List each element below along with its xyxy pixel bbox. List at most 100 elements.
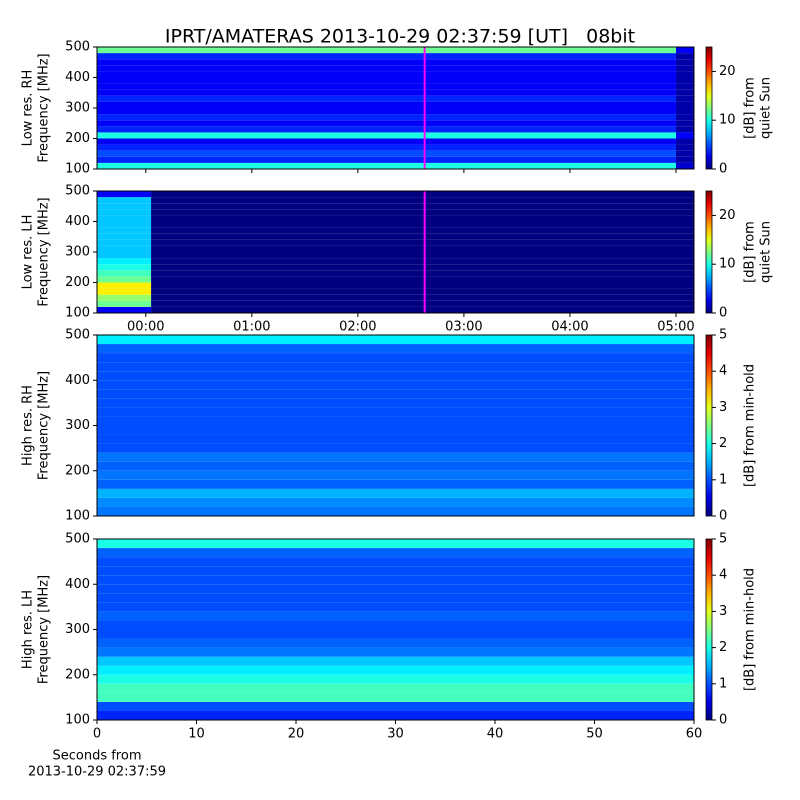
heatmap-cell [97, 197, 152, 204]
heatmap-cell [97, 245, 152, 252]
colorbar-label: [dB] from [743, 77, 758, 139]
y-tick-label: 200 [65, 667, 90, 682]
heatmap-cell [97, 584, 694, 594]
heatmap-cell [675, 132, 694, 139]
colorbar-tick-label: 3 [719, 400, 727, 415]
y-tick-label: 100 [65, 713, 90, 728]
heatmap-cell [97, 77, 676, 84]
heatmap-cell [151, 203, 694, 210]
heatmap-cell [97, 65, 676, 72]
heatmap-cell [97, 191, 152, 198]
heatmap-cell [151, 209, 694, 216]
heatmap-cell [675, 47, 694, 54]
heatmap-cell [97, 362, 694, 372]
y-tick-label: 500 [65, 532, 90, 547]
y-tick-label: 500 [65, 328, 90, 343]
colorbar-label: quiet Sun [759, 77, 774, 139]
x-tick-label: 0 [93, 727, 101, 742]
heatmap-cell [97, 353, 694, 363]
heatmap-cell [97, 138, 676, 145]
colorbar-tick-label: 1 [719, 472, 727, 487]
heatmap-cell [97, 398, 694, 408]
heatmap-cell [97, 656, 694, 666]
heatmap-cell [97, 306, 152, 313]
x-tick-label: 60 [686, 727, 703, 742]
heatmap-cell [675, 89, 694, 96]
heatmap-cell [97, 470, 694, 480]
heatmap-cell [97, 264, 152, 271]
heatmap-cell [97, 710, 694, 720]
heatmap-cell [151, 215, 694, 222]
heatmap-cell [97, 108, 676, 115]
heatmap-cell [97, 638, 694, 648]
y-axis-label: Low res. LH [21, 215, 36, 290]
colorbar-tick-label: 20 [719, 64, 736, 79]
heatmap-cell [97, 300, 152, 307]
heatmap-cell [675, 95, 694, 102]
heatmap-cell [675, 156, 694, 163]
y-tick-label: 400 [65, 70, 90, 85]
heatmap-cell [151, 239, 694, 246]
heatmap-cell [97, 132, 676, 139]
colorbar-tick-label: 20 [719, 208, 736, 223]
heatmap-cell [97, 59, 676, 66]
heatmap-cell [675, 101, 694, 108]
y-tick-label: 400 [65, 214, 90, 229]
heatmap-cell [97, 602, 694, 612]
heatmap-cell [97, 557, 694, 567]
x-tick-label: 00:00 [127, 320, 164, 335]
heatmap-cell [97, 252, 152, 259]
x-tick-label: 40 [487, 727, 504, 742]
colorbar-label: [dB] from min-hold [743, 568, 758, 691]
y-axis-label: High res. RH [21, 385, 36, 466]
heatmap-cell [97, 344, 694, 354]
colorbar-tick-label: 0 [719, 306, 727, 321]
y-axis-label: High res. LH [21, 590, 36, 669]
x-tick-label: 04:00 [551, 320, 588, 335]
heatmap-cell [97, 209, 152, 216]
colorbar [705, 190, 713, 314]
y-axis-label: Frequency [MHz] [37, 371, 52, 480]
heatmap-cell [97, 488, 694, 498]
colorbar-label: quiet Sun [759, 221, 774, 283]
heatmap-cell [97, 276, 152, 283]
heatmap-cell [97, 71, 676, 78]
heatmap-cell [151, 245, 694, 252]
heatmap-cell [97, 227, 152, 234]
y-tick-label: 100 [65, 509, 90, 524]
heatmap-cell [97, 294, 152, 301]
heatmap-cell [97, 288, 152, 295]
heatmap-cell [151, 233, 694, 240]
y-axis-label: Frequency [MHz] [37, 53, 52, 162]
heatmap-cell [97, 83, 676, 90]
heatmap-cell [97, 692, 694, 702]
heatmap-cell [97, 215, 152, 222]
heatmap-cell [675, 144, 694, 151]
heatmap-cell [97, 539, 694, 549]
x-tick-label: 20 [288, 727, 305, 742]
heatmap-cell [151, 300, 694, 307]
heatmap-cell [97, 270, 152, 277]
heatmap-cell [151, 227, 694, 234]
y-axis-label: Frequency [MHz] [37, 197, 52, 306]
colorbar-tick-label: 10 [719, 113, 736, 128]
x-axis-label: Seconds from [52, 749, 141, 764]
y-tick-label: 500 [65, 184, 90, 199]
heatmap-cell [675, 114, 694, 121]
colorbar-tick-label: 4 [719, 568, 727, 583]
colorbar-tick-label: 10 [719, 257, 736, 272]
heatmap-cell [97, 461, 694, 471]
colorbar [705, 46, 713, 170]
heatmap-cell [97, 506, 694, 516]
y-tick-label: 300 [65, 622, 90, 637]
y-tick-label: 400 [65, 577, 90, 592]
colorbar-tick-label: 5 [719, 328, 727, 343]
y-axis-label: Low res. RH [21, 70, 36, 147]
heatmap-cell [675, 53, 694, 60]
heatmap-cell [97, 258, 152, 265]
x-tick-label: 50 [586, 727, 603, 742]
heatmap-cell [97, 162, 676, 169]
heatmap-cell [97, 497, 694, 507]
x-tick-label: 30 [387, 727, 404, 742]
